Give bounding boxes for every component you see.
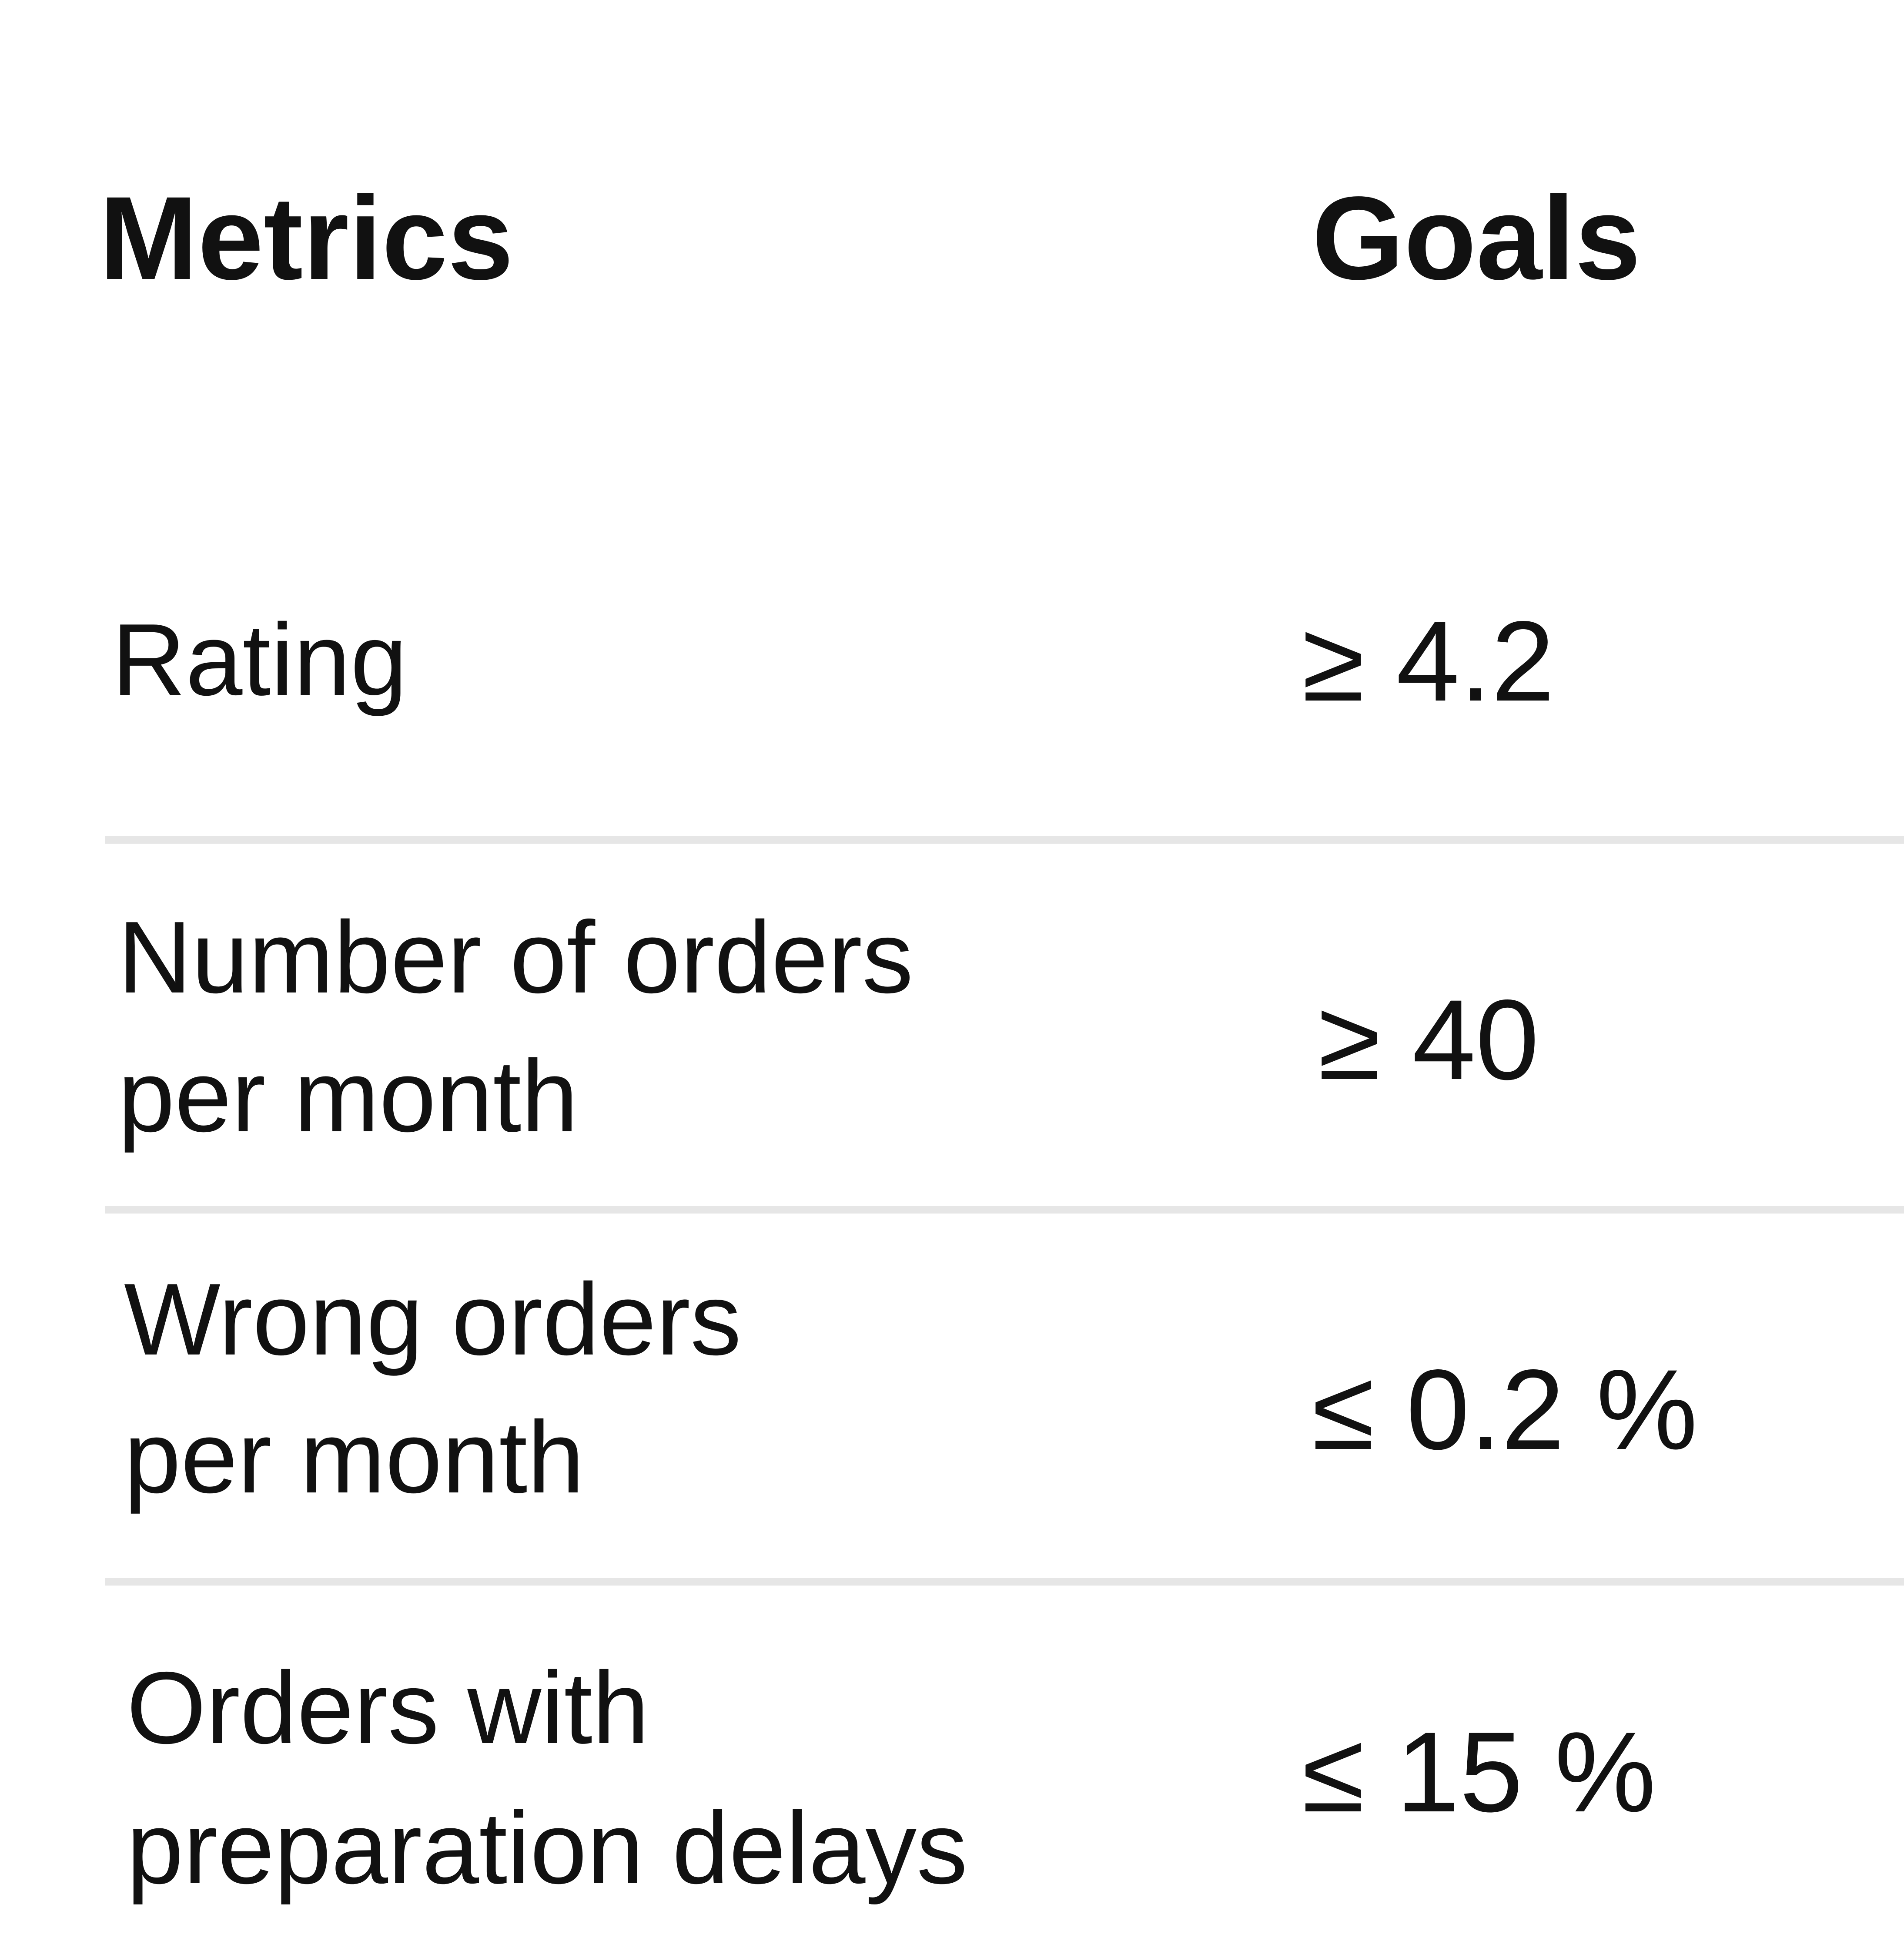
goal-value: ≤ 0.2 % [1312, 1346, 1698, 1473]
row-divider [105, 1578, 1904, 1586]
metric-label: per month [118, 1039, 578, 1153]
goal-value: ≥ 40 [1318, 976, 1539, 1103]
row-divider [105, 836, 1904, 844]
goal-value: ≤ 15 % [1302, 1708, 1656, 1836]
metric-label: preparation delays [127, 1790, 967, 1905]
header-goals: Goals [1312, 172, 1641, 304]
metric-label: Number of orders [118, 900, 913, 1014]
row-divider [105, 1206, 1904, 1214]
metric-label: Orders with [127, 1650, 649, 1765]
goal-value: ≥ 4.2 [1302, 597, 1555, 725]
header-metrics: Metrics [99, 172, 513, 304]
metric-label: Wrong orders [124, 1262, 741, 1376]
metric-label: per month [124, 1400, 584, 1514]
metric-label: Rating [112, 602, 407, 717]
